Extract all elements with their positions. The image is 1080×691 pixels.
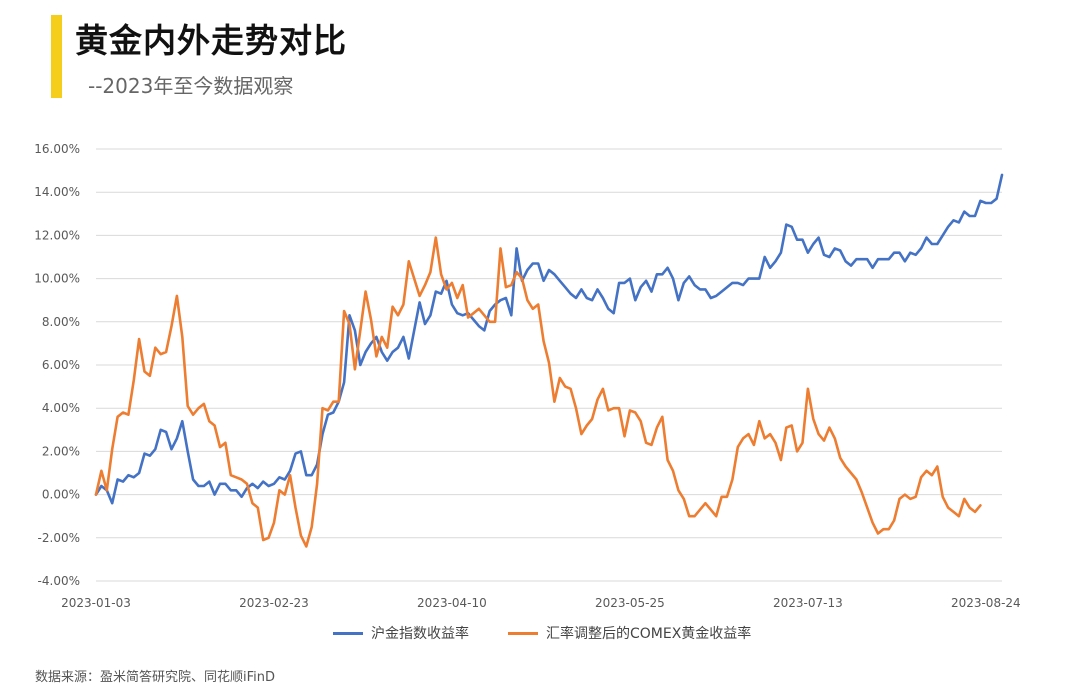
title-accent-bar xyxy=(51,15,62,98)
y-tick-label: 0.00% xyxy=(42,488,80,502)
legend-swatch-shfe-gold xyxy=(333,631,363,635)
y-tick-label: 6.00% xyxy=(42,358,80,372)
y-tick-label: 8.00% xyxy=(42,315,80,329)
legend-label-shfe-gold: 沪金指数收益率 xyxy=(371,626,469,642)
x-tick-label: 2023-01-03 xyxy=(61,596,131,610)
x-tick-label: 2023-05-25 xyxy=(595,596,665,610)
series-line-shfe-gold xyxy=(94,173,1004,505)
y-tick-label: 2.00% xyxy=(42,444,80,458)
y-tick-label: -4.00% xyxy=(38,574,80,588)
page-title: 黄金内外走势对比 xyxy=(75,21,347,60)
y-tick-label: 14.00% xyxy=(34,185,80,199)
y-tick-label: 12.00% xyxy=(34,228,80,242)
series-line-comex-gold xyxy=(94,236,982,548)
page-subtitle: --2023年至今数据观察 xyxy=(88,74,294,98)
legend-label-comex-gold: 汇率调整后的COMEX黄金收益率 xyxy=(546,626,752,642)
x-tick-label: 2023-02-23 xyxy=(239,596,309,610)
x-tick-label: 2023-08-24 xyxy=(951,596,1021,610)
y-tick-label: 4.00% xyxy=(42,401,80,415)
y-tick-label: 16.00% xyxy=(34,142,80,156)
legend-swatch-comex-gold xyxy=(508,631,538,635)
y-tick-label: 10.00% xyxy=(34,272,80,286)
x-tick-label: 2023-07-13 xyxy=(773,596,843,610)
legend-item-comex-gold: 汇率调整后的COMEX黄金收益率 xyxy=(508,623,751,643)
y-tick-label: -2.00% xyxy=(38,531,80,545)
data-source-note: 数据来源：盈米简答研究院、同花顺iFinD xyxy=(35,670,276,685)
x-tick-label: 2023-04-10 xyxy=(417,596,487,610)
legend-item-shfe-gold: 沪金指数收益率 xyxy=(333,623,469,643)
